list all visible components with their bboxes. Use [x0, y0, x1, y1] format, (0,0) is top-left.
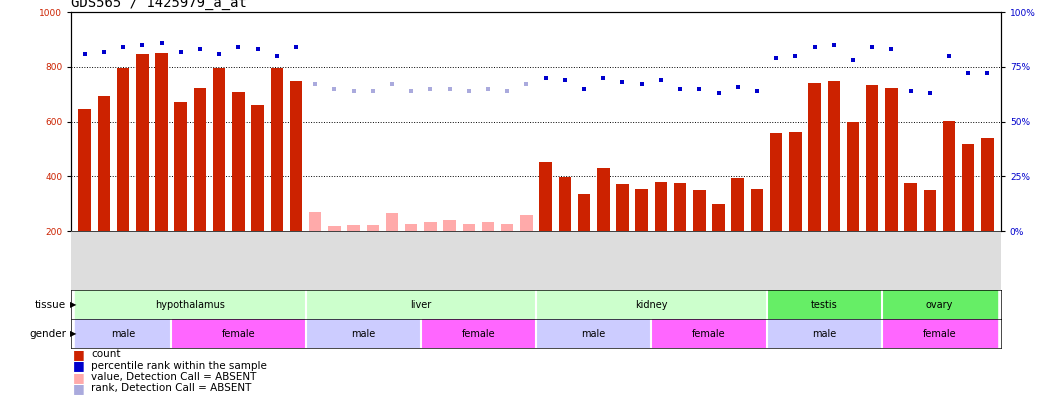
- Bar: [367, 225, 379, 231]
- Bar: [770, 133, 783, 231]
- Bar: [693, 190, 705, 231]
- Text: percentile rank within the sample: percentile rank within the sample: [91, 361, 267, 371]
- Text: hypothalamus: hypothalamus: [155, 300, 225, 309]
- Text: rank, Detection Call = ABSENT: rank, Detection Call = ABSENT: [91, 384, 252, 393]
- Bar: [175, 102, 187, 231]
- Bar: [536, 290, 766, 319]
- Text: male: male: [812, 329, 836, 339]
- Text: female: female: [461, 329, 496, 339]
- Bar: [232, 92, 244, 231]
- Bar: [520, 215, 532, 231]
- Bar: [962, 145, 975, 231]
- Text: count: count: [91, 350, 121, 359]
- Text: female: female: [922, 329, 956, 339]
- Bar: [213, 68, 225, 231]
- Bar: [309, 212, 322, 231]
- Bar: [171, 319, 306, 348]
- Bar: [462, 224, 475, 231]
- Bar: [713, 204, 725, 231]
- Bar: [981, 138, 994, 231]
- Bar: [789, 132, 802, 231]
- Bar: [597, 168, 610, 231]
- Text: value, Detection Call = ABSENT: value, Detection Call = ABSENT: [91, 372, 257, 382]
- Bar: [943, 121, 955, 231]
- Bar: [443, 220, 456, 231]
- Bar: [306, 290, 536, 319]
- Text: ■: ■: [73, 382, 85, 395]
- Bar: [386, 213, 398, 231]
- Bar: [347, 225, 359, 231]
- Text: GDS565 / 1425979_a_at: GDS565 / 1425979_a_at: [71, 0, 247, 10]
- Text: male: male: [351, 329, 375, 339]
- Text: tissue: tissue: [35, 300, 66, 309]
- Text: kidney: kidney: [635, 300, 668, 309]
- Bar: [306, 319, 421, 348]
- Text: male: male: [582, 329, 606, 339]
- Bar: [75, 319, 171, 348]
- Bar: [75, 290, 306, 319]
- Bar: [881, 319, 997, 348]
- Bar: [808, 83, 821, 231]
- Text: ■: ■: [73, 348, 85, 361]
- Text: female: female: [221, 329, 255, 339]
- Bar: [847, 122, 859, 231]
- Bar: [270, 68, 283, 231]
- Text: ■: ■: [73, 359, 85, 372]
- Bar: [136, 53, 149, 231]
- Bar: [766, 319, 881, 348]
- Bar: [923, 190, 936, 231]
- Bar: [655, 182, 668, 231]
- Bar: [424, 222, 437, 231]
- Bar: [881, 290, 997, 319]
- Bar: [616, 184, 629, 231]
- Bar: [405, 224, 417, 231]
- Bar: [79, 109, 91, 231]
- Bar: [536, 319, 651, 348]
- Bar: [635, 189, 648, 231]
- Bar: [674, 183, 686, 231]
- Bar: [904, 183, 917, 231]
- Bar: [328, 226, 341, 231]
- Text: female: female: [692, 329, 725, 339]
- Bar: [252, 105, 264, 231]
- Bar: [117, 68, 129, 231]
- Bar: [97, 96, 110, 231]
- Text: liver: liver: [410, 300, 432, 309]
- Bar: [732, 177, 744, 231]
- Bar: [750, 190, 763, 231]
- Bar: [289, 81, 302, 231]
- Bar: [501, 224, 514, 231]
- Text: ▶: ▶: [70, 329, 77, 338]
- Bar: [886, 88, 897, 231]
- Bar: [828, 81, 840, 231]
- Text: male: male: [111, 329, 135, 339]
- Bar: [559, 177, 571, 231]
- Bar: [766, 290, 881, 319]
- Bar: [421, 319, 536, 348]
- Bar: [577, 194, 590, 231]
- Bar: [651, 319, 766, 348]
- Text: ovary: ovary: [925, 300, 953, 309]
- Bar: [866, 85, 878, 231]
- Text: ▶: ▶: [70, 300, 77, 309]
- Text: testis: testis: [811, 300, 837, 309]
- Text: ■: ■: [73, 371, 85, 384]
- Bar: [155, 53, 168, 231]
- Text: gender: gender: [29, 329, 66, 339]
- Bar: [540, 162, 552, 231]
- Bar: [194, 88, 206, 231]
- Bar: [482, 222, 495, 231]
